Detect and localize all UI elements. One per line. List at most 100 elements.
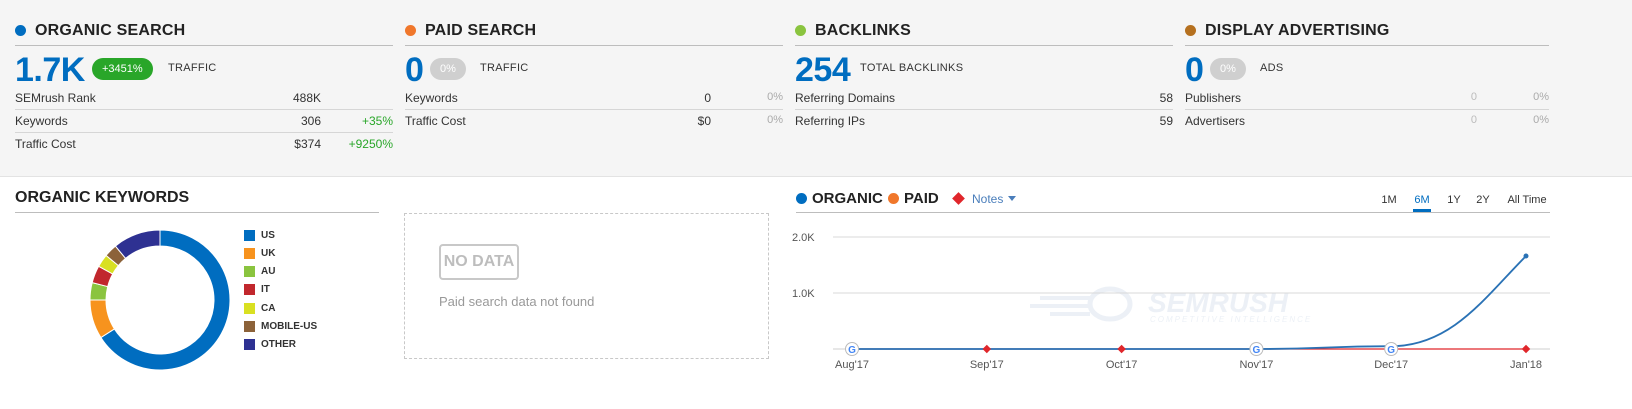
- paid-traffic-value[interactable]: 0: [405, 51, 424, 89]
- summary-band: [0, 0, 1632, 177]
- paid-data-point[interactable]: [982, 344, 992, 354]
- series-line-organic: [852, 255, 1527, 350]
- google-update-marker-icon[interactable]: G: [1249, 342, 1264, 357]
- paid-data-point[interactable]: [1117, 344, 1126, 354]
- display-advertising-title[interactable]: DISPLAY ADVERTISING: [1185, 22, 1390, 40]
- organic-end-point[interactable]: [1523, 253, 1529, 259]
- backlinks-total-row: 254 TOTAL BACKLINKS: [795, 50, 1173, 90]
- metric-label: Traffic Cost: [15, 137, 76, 151]
- metric-value[interactable]: 488K: [292, 91, 321, 105]
- semrush-watermark: SEMRUSH COMPETITIVE INTELLIGENCE: [1030, 286, 1312, 324]
- metric-label: SEMrush Rank: [15, 91, 96, 105]
- marker-glyph: G: [1253, 345, 1261, 356]
- organic-search-title[interactable]: ORGANIC SEARCH: [15, 22, 185, 40]
- display-advertising-title-text: DISPLAY ADVERTISING: [1205, 22, 1390, 39]
- legend-label: IT: [261, 284, 270, 295]
- legend-label: OTHER: [261, 339, 296, 350]
- backlinks-total-label: TOTAL BACKLINKS: [860, 62, 964, 74]
- backlinks-total-value[interactable]: 254: [795, 51, 851, 89]
- x-tick-label: Nov'17: [1239, 359, 1273, 371]
- legend-label: MOBILE-US: [261, 321, 318, 332]
- legend-label: CA: [261, 303, 276, 314]
- metric-value[interactable]: 0: [1470, 114, 1477, 126]
- paid-search-title[interactable]: PAID SEARCH: [405, 22, 536, 40]
- watermark-tagline: COMPETITIVE INTELLIGENCE: [1150, 315, 1312, 324]
- marker-ring: [1384, 342, 1399, 356]
- divider: [15, 45, 393, 46]
- metric-label: Keywords: [15, 114, 68, 128]
- display-dot-icon: [1185, 25, 1196, 36]
- metric-value[interactable]: 59: [1159, 114, 1173, 128]
- metric-label: Referring Domains: [795, 91, 896, 105]
- x-tick-label: Dec'17: [1374, 359, 1408, 371]
- organic-traffic-label: TRAFFIC: [168, 62, 217, 74]
- paid-search-title-text: PAID SEARCH: [425, 22, 537, 39]
- backlinks-title-text: BACKLINKS: [815, 22, 912, 39]
- paid-dot-icon: [888, 193, 899, 204]
- metric-label: Publishers: [1185, 91, 1242, 105]
- divider: [15, 212, 379, 213]
- x-axis-labels: Aug'17 Sep'17 Oct'17 Nov'17 Dec'17 Jan'18: [835, 359, 1542, 371]
- metric-value[interactable]: 306: [300, 114, 321, 128]
- range-6m-button[interactable]: 6M: [1414, 194, 1430, 206]
- display-ads-value[interactable]: 0: [1185, 51, 1204, 89]
- google-update-marker-icon[interactable]: G: [1384, 342, 1399, 357]
- metric-label: Referring IPs: [795, 114, 866, 128]
- notes-label: Notes: [972, 192, 1004, 206]
- range-1m-button[interactable]: 1M: [1381, 194, 1397, 206]
- metric-row: Traffic Cost $374 +9250%: [15, 133, 393, 155]
- legend-toggle-organic[interactable]: ORGANIC: [796, 190, 883, 207]
- active-range-indicator: [1413, 209, 1431, 212]
- organic-keywords-donut-chart: [89, 229, 231, 371]
- legend-label: ORGANIC: [812, 190, 883, 207]
- organic-search-title-text: ORGANIC SEARCH: [35, 22, 186, 39]
- divider: [795, 45, 1173, 46]
- google-update-marker-icon[interactable]: G: [845, 342, 859, 357]
- y-tick-label: 2.0K: [792, 232, 815, 244]
- metric-value[interactable]: 0: [1470, 91, 1477, 103]
- organic-paid-trend-chart: SEMRUSH COMPETITIVE INTELLIGENCE 1.0K 2.0…: [792, 232, 1550, 371]
- donut-slice-us[interactable]: [100, 229, 231, 371]
- metric-value[interactable]: $374: [294, 137, 321, 151]
- legend-label: AU: [261, 266, 276, 277]
- metric-label: Traffic Cost: [405, 114, 466, 128]
- marker-glyph: G: [1387, 345, 1395, 356]
- paid-search-no-data-box: NO DATA Paid search data not found: [404, 213, 769, 359]
- marker-ring: [1249, 342, 1264, 356]
- legend-label: PAID: [904, 190, 939, 207]
- legend-toggle-paid[interactable]: PAID: [888, 190, 939, 207]
- metric-value[interactable]: 0: [704, 91, 711, 105]
- metric-change: 0%: [1533, 114, 1549, 126]
- metric-change: +9250%: [348, 137, 393, 151]
- metric-value[interactable]: $0: [697, 114, 711, 128]
- chart-series: [852, 255, 1527, 350]
- legend-swatch: [244, 339, 255, 350]
- paid-data-point[interactable]: [1521, 344, 1531, 354]
- organic-keywords-title[interactable]: ORGANIC KEYWORDS: [15, 189, 190, 206]
- marker-glyph: G: [848, 345, 856, 356]
- chevron-down-icon: [1008, 196, 1017, 201]
- watermark-brand: SEMRUSH: [1148, 287, 1289, 318]
- metric-row: Keywords 0 0%: [405, 87, 783, 110]
- range-1y-button[interactable]: 1Y: [1447, 194, 1461, 206]
- notes-dropdown[interactable]: Notes: [952, 192, 1017, 206]
- legend-swatch: [244, 321, 255, 332]
- range-2y-button[interactable]: 2Y: [1476, 194, 1490, 206]
- metric-label: Keywords: [405, 91, 458, 105]
- organic-traffic-value[interactable]: 1.7K: [15, 51, 85, 89]
- legend-swatch: [244, 248, 255, 259]
- watermark-swoosh-icon: [1030, 296, 1090, 316]
- paid-traffic-row: 0 0% TRAFFIC: [405, 50, 783, 90]
- range-all-time-button[interactable]: All Time: [1507, 194, 1547, 206]
- backlinks-title[interactable]: BACKLINKS: [795, 22, 911, 40]
- no-data-badge: NO DATA: [439, 244, 519, 280]
- metric-row: Publishers 0 0%: [1185, 87, 1549, 110]
- metric-row: Keywords 306 +35%: [15, 110, 393, 133]
- metric-value[interactable]: 58: [1159, 91, 1173, 105]
- donut-slice-other[interactable]: [114, 229, 161, 260]
- organic-traffic-change-badge: +3451%: [92, 58, 153, 80]
- metric-change: 0%: [767, 91, 783, 103]
- metric-row: Advertisers 0 0%: [1185, 110, 1549, 132]
- display-ads-row: 0 0% ADS: [1185, 50, 1563, 90]
